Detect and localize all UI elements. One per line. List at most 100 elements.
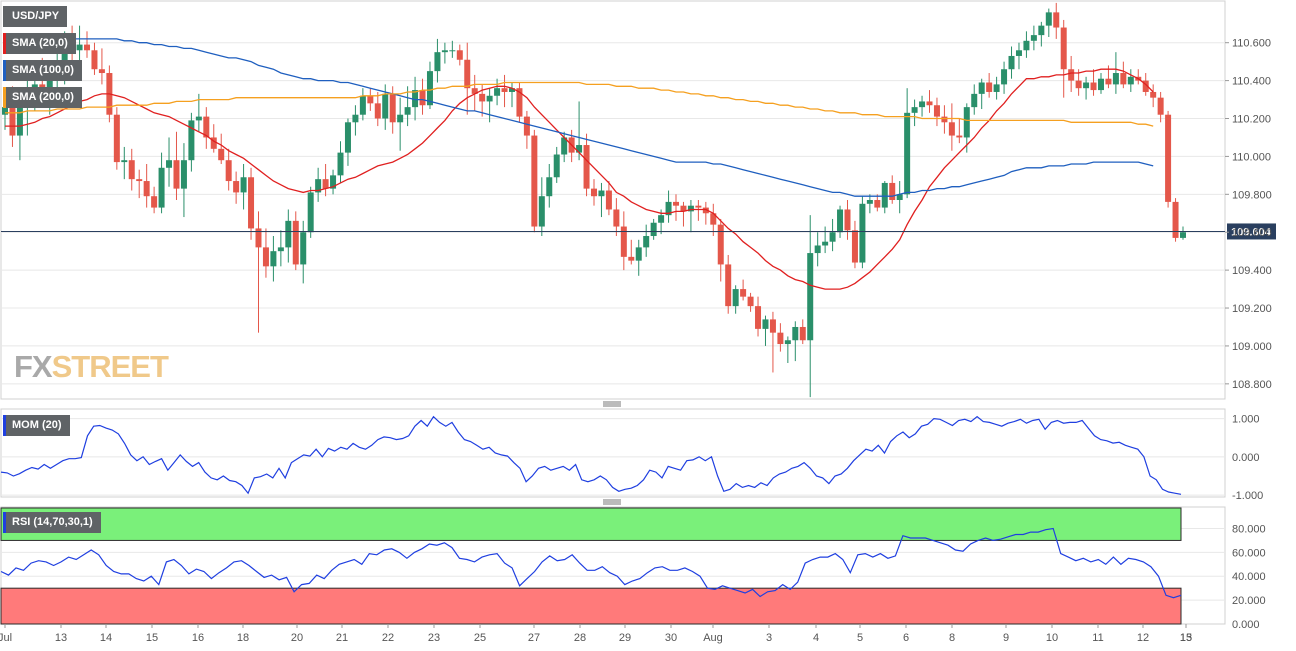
candle-body	[2, 107, 8, 115]
candle	[166, 137, 173, 187]
candle	[434, 38, 441, 83]
candle-body	[389, 93, 396, 123]
candle-body	[613, 209, 620, 227]
sma20-legend[interactable]: SMA (20,0)	[3, 33, 76, 54]
candle-body	[151, 196, 158, 208]
candle-body	[1001, 69, 1008, 85]
panel-resize-handle[interactable]	[603, 499, 621, 505]
candle	[851, 220, 858, 269]
candle	[933, 97, 940, 127]
candle-body	[91, 50, 98, 70]
rsi-legend[interactable]: RSI (14,70,30,1)	[3, 512, 101, 533]
candle-body	[397, 114, 404, 123]
candle	[971, 84, 978, 115]
candle-body	[203, 116, 210, 138]
candle	[919, 95, 926, 117]
candle	[665, 190, 672, 223]
candle-body	[948, 122, 955, 136]
candle-body	[404, 107, 411, 115]
candle	[978, 78, 985, 110]
rsi-oversold-zone	[0, 587, 1182, 625]
candle	[1053, 2, 1060, 39]
candle	[84, 31, 91, 58]
candle-body	[9, 107, 16, 136]
candle	[441, 42, 448, 64]
candle	[896, 181, 903, 214]
sma100-legend[interactable]: SMA (100,0)	[3, 60, 82, 81]
candle-body	[374, 103, 381, 119]
candle-body	[598, 190, 605, 197]
candle-body	[673, 201, 680, 206]
mom-legend[interactable]: MOM (20)	[3, 415, 70, 436]
candle	[143, 163, 150, 208]
candle-body	[195, 116, 202, 121]
candle	[1083, 76, 1090, 100]
candle-body	[441, 50, 448, 53]
candle-body	[702, 207, 709, 214]
candle-body	[1053, 12, 1060, 28]
candle-body	[717, 224, 724, 265]
candle-body	[486, 95, 493, 102]
candle-body	[956, 135, 963, 138]
candle	[456, 44, 463, 66]
candle-body	[561, 137, 568, 155]
candle	[225, 148, 232, 191]
rsi-axis-label: 20.000	[1232, 595, 1266, 607]
price-axis-label: 110.600	[1232, 38, 1271, 50]
candle	[591, 179, 597, 206]
candle	[859, 196, 866, 269]
candle-body	[516, 88, 523, 117]
candle	[397, 97, 404, 151]
x-axis-label: 27	[528, 632, 540, 644]
candle-body	[740, 289, 747, 297]
candle-body	[986, 82, 993, 92]
candle-body	[240, 177, 247, 193]
mom-swatch	[3, 415, 6, 436]
candle-body	[866, 200, 873, 204]
candle	[374, 91, 381, 127]
candle	[248, 167, 255, 240]
candle-body	[277, 247, 284, 252]
candle-body	[382, 93, 389, 119]
price-axis-label: 109.000	[1232, 341, 1272, 353]
sma200-swatch	[3, 87, 6, 108]
candle	[449, 40, 456, 58]
candle	[501, 74, 508, 108]
candle-body	[218, 148, 225, 161]
candle	[1172, 198, 1179, 242]
candle-body	[1105, 78, 1112, 85]
candle	[121, 146, 128, 180]
rsi-swatch	[3, 512, 6, 533]
candle-body	[449, 50, 456, 52]
candle	[1038, 21, 1045, 47]
candle-body	[1120, 73, 1127, 85]
candle-body	[84, 44, 91, 51]
candle-body	[971, 93, 978, 108]
candle	[188, 112, 195, 172]
candle	[1150, 84, 1157, 108]
sma200-legend[interactable]: SMA (200,0)	[3, 87, 82, 108]
candle-body	[538, 196, 545, 227]
candle-body	[1075, 80, 1082, 89]
candle	[1023, 31, 1030, 58]
candle-body	[807, 253, 814, 341]
rsi-axis-label: 40.000	[1232, 571, 1266, 583]
candle	[404, 86, 411, 127]
candle-body	[285, 220, 292, 248]
candle-body	[919, 101, 926, 108]
candle	[173, 131, 180, 200]
candle	[874, 194, 881, 212]
candle-body	[158, 167, 165, 208]
candle	[837, 205, 844, 238]
candle	[1068, 55, 1075, 92]
candle-body	[695, 205, 702, 208]
current-price-value: 109.604	[1231, 226, 1272, 238]
candle	[1060, 19, 1067, 98]
sma200-line	[5, 81, 1154, 127]
x-axis-label: 11	[1092, 632, 1103, 644]
x-axis-label: 22	[382, 632, 394, 644]
candle	[1001, 61, 1008, 94]
candle-body	[792, 326, 799, 341]
panel-resize-handle[interactable]	[603, 401, 621, 407]
